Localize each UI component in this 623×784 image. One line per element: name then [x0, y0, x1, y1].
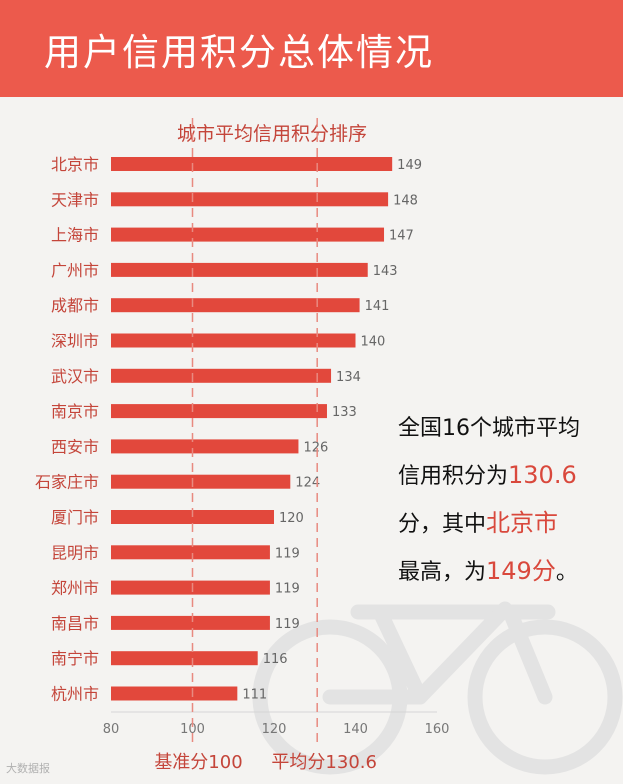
value-label: 133: [332, 405, 357, 420]
bar-4: [111, 262, 368, 277]
x-tick-label: 140: [343, 722, 368, 737]
category-label: 天津市: [51, 190, 99, 209]
bar-3: [111, 227, 385, 242]
bar-7: [111, 368, 332, 383]
category-label: 杭州市: [51, 685, 99, 704]
bar-16: [111, 686, 238, 701]
callout-line1: 全国16个城市平均: [398, 416, 580, 441]
bar-2: [111, 192, 389, 207]
bicycle-icon: [252, 601, 623, 775]
category-label: 广州市: [51, 261, 99, 280]
watermark: 大数据报: [6, 762, 50, 775]
bar-13: [111, 580, 270, 595]
value-label: 119: [275, 617, 300, 632]
x-tick-label: 120: [262, 722, 287, 737]
category-label: 昆明市: [51, 543, 99, 562]
category-label: 上海市: [51, 226, 99, 245]
category-label: 南京市: [51, 402, 99, 421]
x-tick-label: 80: [103, 722, 120, 737]
value-label: 140: [361, 335, 386, 350]
category-label: 成都市: [51, 296, 99, 315]
bar-10: [111, 474, 291, 489]
value-label: 148: [393, 193, 418, 208]
value-label: 111: [242, 688, 267, 703]
bar-8: [111, 404, 327, 419]
bar-1: [111, 157, 393, 171]
bar-6: [111, 333, 356, 348]
bar-9: [111, 439, 299, 454]
value-label: 124: [295, 476, 320, 491]
bar-5: [111, 298, 360, 313]
callout-line4-prefix: 最高，为: [398, 560, 487, 585]
reference-line-label: 平均分130.6: [271, 752, 377, 773]
value-label: 126: [303, 440, 328, 455]
category-label: 郑州市: [51, 579, 99, 598]
callout-line3-prefix: 分，其中: [398, 512, 487, 537]
bar-15: [111, 651, 258, 666]
value-label: 119: [275, 546, 300, 561]
reference-line-label: 基准分100: [154, 752, 242, 773]
value-label: 147: [389, 229, 414, 244]
callout-top-city: 北京市: [486, 509, 559, 537]
category-label: 石家庄市: [35, 473, 99, 492]
category-label: 西安市: [51, 437, 99, 456]
page-title: 用户信用积分总体情况: [44, 31, 434, 74]
value-label: 134: [336, 370, 361, 385]
category-label: 武汉市: [51, 367, 99, 386]
callout-top-score: 149分: [486, 557, 556, 585]
bar-14: [111, 615, 270, 630]
callout-line2-prefix: 信用积分为: [398, 464, 509, 489]
value-label: 120: [279, 511, 304, 526]
category-label: 北京市: [51, 155, 99, 174]
callout-average-value: 130.6: [508, 461, 577, 489]
category-label: 深圳市: [51, 332, 99, 351]
value-label: 119: [275, 582, 300, 597]
chart-title: 城市平均信用积分排序: [177, 123, 367, 145]
value-label: 149: [397, 158, 422, 173]
callout-line4-suffix: 。: [555, 560, 578, 585]
bar-12: [111, 545, 270, 560]
value-label: 143: [373, 264, 398, 279]
category-label: 厦门市: [51, 508, 99, 527]
summary-callout: 全国16个城市平均 信用积分为130.6 分，其中北京市 最高，为149分。: [398, 406, 613, 596]
x-tick-label: 100: [180, 722, 205, 737]
category-label: 南宁市: [51, 649, 99, 668]
header-banner: 用户信用积分总体情况: [0, 0, 623, 97]
value-label: 116: [263, 652, 288, 667]
value-label: 141: [365, 299, 390, 314]
category-label: 南昌市: [51, 614, 99, 633]
x-tick-label: 160: [425, 722, 450, 737]
